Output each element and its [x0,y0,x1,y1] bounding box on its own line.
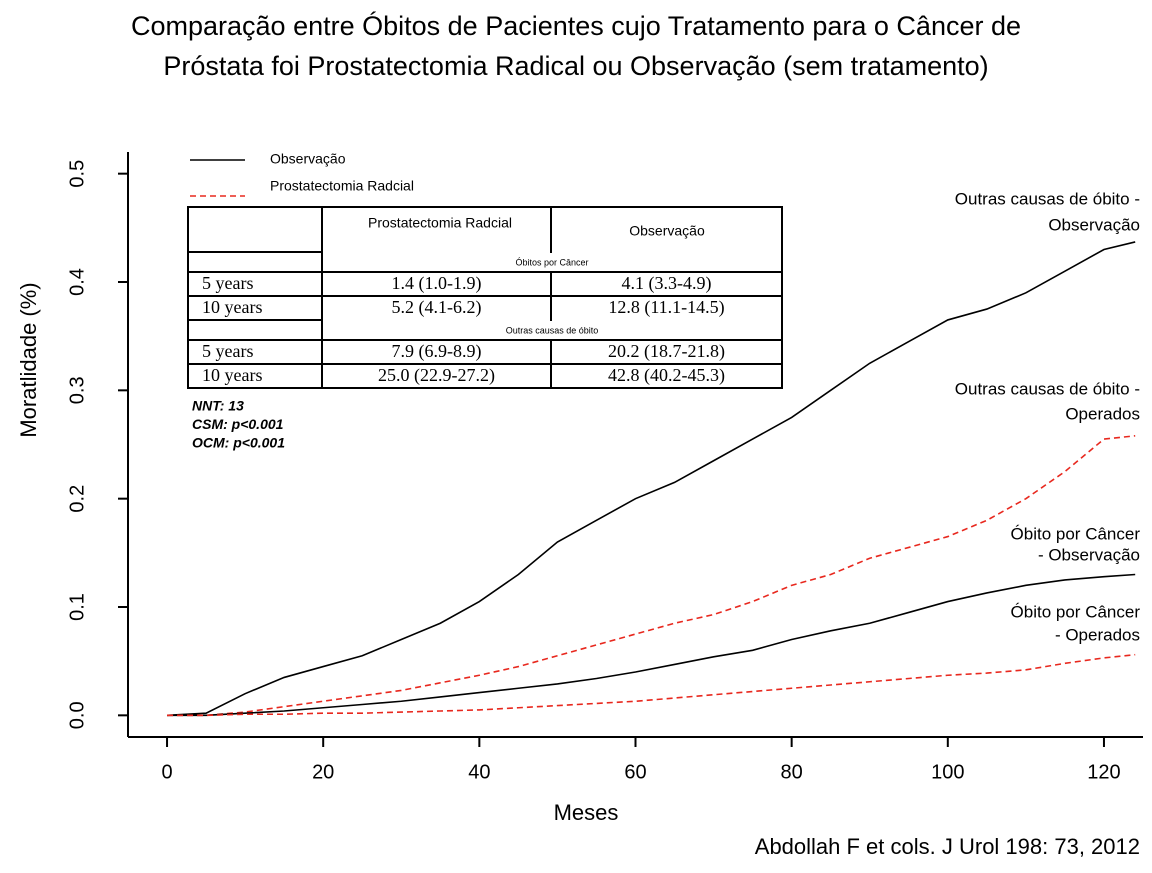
series-line [166,241,1136,717]
table-cell: 5.2 (4.1-6.2) [392,297,482,318]
table-cell: 42.8 (40.2-45.3) [608,365,725,386]
curve-label: - Operados [1055,625,1140,644]
y-axis-label: Moratlidade (%) [16,282,41,437]
table-cell: 1.4 (1.0-1.9) [392,273,482,294]
table-header: Prostatectomia Radcial [368,215,512,231]
table-section-band [323,253,781,272]
curve-label: Óbito por Câncer [1011,524,1141,543]
table-cell: 5 years [202,273,253,293]
x-tick-label: 40 [468,761,490,783]
y-tick-label: 0.2 [66,485,88,513]
table-section-title: Outras causas de óbito [506,325,599,335]
x-tick-label: 0 [161,761,172,783]
table-cell: 5 years [202,341,253,361]
caption: Abdollah F et cols. J Urol 198: 73, 2012 [755,834,1140,859]
y-tick-label: 0.1 [66,593,88,621]
stat-note: CSM: p<0.001 [192,416,284,432]
chart-title: Próstata foi Prostatectomia Radical ou O… [163,51,988,81]
curve-label: - Observação [1038,545,1140,564]
curve-label: Outras causas de óbito - [955,189,1140,208]
legend-label: Prostatectomia Radcial [270,178,414,194]
y-tick-label: 0.3 [66,376,88,404]
curve-label: Óbito por Câncer [1011,602,1141,621]
table-section-band [323,321,781,340]
series-line [167,435,1136,717]
legend-label: Observação [270,151,346,167]
curve-label: Outras causas de óbito - [955,379,1140,398]
stat-note: OCM: p<0.001 [192,435,285,451]
x-tick-label: 60 [624,761,646,783]
table-cell: 12.8 (11.1-14.5) [608,297,724,318]
table-frame [187,206,783,389]
y-tick-label: 0.0 [66,701,88,729]
chart-title: Comparação entre Óbitos de Pacientes cuj… [131,10,1021,41]
table-cell: 10 years [202,365,262,385]
x-tick-label: 120 [1087,761,1120,783]
y-tick-label: 0.4 [66,268,88,296]
series-line [167,653,1136,717]
table-cell: 20.2 (18.7-21.8) [608,341,725,362]
table-cell: 25.0 (22.9-27.2) [378,365,495,386]
curve-label: Observação [1048,215,1140,234]
x-tick-label: 80 [781,761,803,783]
table-section-title: Óbitos por Câncer [515,257,588,267]
stat-note: NNT: 13 [192,398,244,414]
series-line [167,573,1136,717]
table-header: Observação [629,223,705,239]
x-tick-label: 20 [312,761,334,783]
y-tick-label: 0.5 [66,160,88,188]
table-cell: 10 years [202,297,262,317]
table-cell: 4.1 (3.3-4.9) [622,273,712,294]
x-axis-label: Meses [554,800,619,825]
curve-label: Operados [1065,404,1140,423]
table-cell: 7.9 (6.9-8.9) [392,341,482,362]
x-tick-label: 100 [931,761,964,783]
